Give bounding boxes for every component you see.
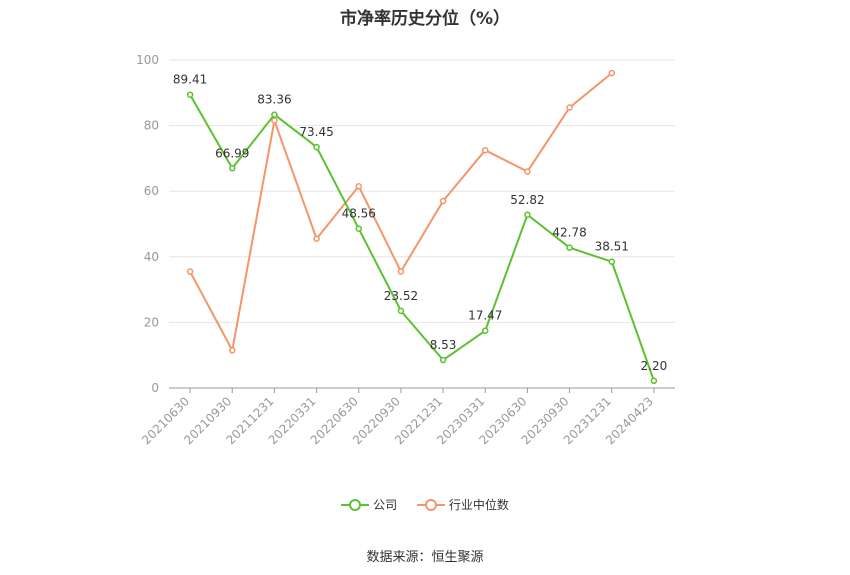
data-labels: 89.41 66.99 83.36 73.45 48.56 23.52 8.53 17.47 5… [173,73,667,373]
y-tick-label: 0 [151,381,159,395]
legend-label-industry-median: 行业中位数 [448,498,509,512]
series-industry-median [186,69,615,354]
legend-item-industry-median[interactable]: 行业中位数 [416,496,509,513]
legend-item-company[interactable]: 公司 [341,496,397,513]
source-note: 数据来源：恒生聚源 [366,550,484,565]
legend: 公司 行业中位数 [0,496,850,515]
legend-swatch-industry-median [416,498,445,512]
data-label: 52.82 [510,193,544,207]
data-point[interactable] [355,183,362,190]
data-point[interactable] [566,104,573,111]
data-label: 83.36 [257,93,291,107]
data-point[interactable] [524,211,531,219]
chart-title: 市净率历史分位（%） [339,9,511,29]
data-point[interactable] [271,117,278,124]
data-label: 17.47 [468,309,502,323]
data-label: 66.99 [215,146,249,160]
y-tick-label: 60 [144,184,159,198]
data-label: 23.52 [384,289,418,303]
data-point[interactable] [650,377,658,385]
series-line [189,94,655,382]
data-point[interactable] [186,91,194,98]
data-label: 48.56 [342,207,376,221]
data-label: 89.41 [173,73,207,87]
y-tick-label: 40 [144,250,159,264]
data-point[interactable] [186,268,194,275]
data-point[interactable] [439,197,447,205]
data-point[interactable] [229,165,236,172]
data-point[interactable] [313,235,320,243]
data-point[interactable] [271,111,278,118]
y-tick-label: 100 [136,53,159,67]
legend-label-company: 公司 [373,498,398,512]
data-label: 73.45 [299,125,333,139]
data-point[interactable] [355,225,362,232]
data-label: 38.51 [595,240,629,254]
data-label: 42.78 [552,226,586,240]
data-point[interactable] [566,244,573,251]
data-point[interactable] [397,268,405,275]
y-tick-label: 80 [144,119,159,133]
data-label: 2.20 [641,359,668,373]
data-point[interactable] [397,307,405,315]
legend-swatch-company [341,498,370,512]
series-layer [186,69,658,385]
data-label: 8.53 [430,338,457,352]
data-point[interactable] [608,69,615,77]
y-tick-label: 20 [144,315,159,329]
grid-lines [169,59,675,323]
data-point[interactable] [313,143,320,151]
data-point[interactable] [229,347,236,354]
data-point[interactable] [524,168,531,175]
series-company [186,91,658,385]
data-point[interactable] [439,356,447,364]
data-point[interactable] [482,146,489,154]
data-point[interactable] [608,258,615,265]
data-point[interactable] [482,327,489,334]
